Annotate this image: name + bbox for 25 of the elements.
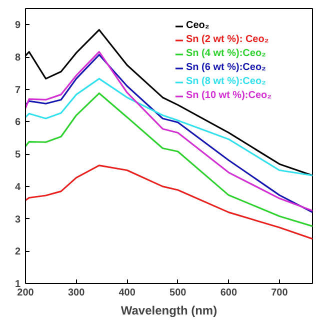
y-tick-label: 1 xyxy=(14,279,21,290)
x-tick-label: 200 xyxy=(17,288,34,298)
line-series xyxy=(26,164,312,240)
x-tick-label: 500 xyxy=(170,288,187,298)
legend-label: Sn (6 wt %):Ceo₂ xyxy=(186,62,266,73)
x-tick-label: 300 xyxy=(68,288,86,298)
x-tick-label: 700 xyxy=(271,288,288,298)
legend-label: Ceo₂ xyxy=(186,20,210,31)
y-tick-label: 8 xyxy=(14,52,21,64)
legend-label: Sn (8 wt %):Ceo₂ xyxy=(186,76,266,87)
y-tick-label: 7 xyxy=(14,84,21,96)
legend-label: Sn (10 wt %):Ceo₂ xyxy=(186,90,272,101)
y-tick-label: 9 xyxy=(14,20,21,32)
x-tick-label: 400 xyxy=(118,288,136,298)
x-axis-title: Wavelength (nm) xyxy=(120,304,218,318)
line-series xyxy=(26,92,312,228)
legend-label: Sn (4 wt %):Ceo₂ xyxy=(186,48,266,59)
line-series xyxy=(26,78,312,176)
y-tick-label: 6 xyxy=(14,117,21,128)
y-tick-label: 3 xyxy=(14,214,21,226)
legend-label: Sn (2 wt %): Ceo₂ xyxy=(186,34,269,45)
y-tick-label: 2 xyxy=(14,246,21,258)
x-tick-label: 600 xyxy=(220,288,238,298)
y-tick-label: 4 xyxy=(14,182,21,193)
y-tick-label: 5 xyxy=(14,150,21,161)
